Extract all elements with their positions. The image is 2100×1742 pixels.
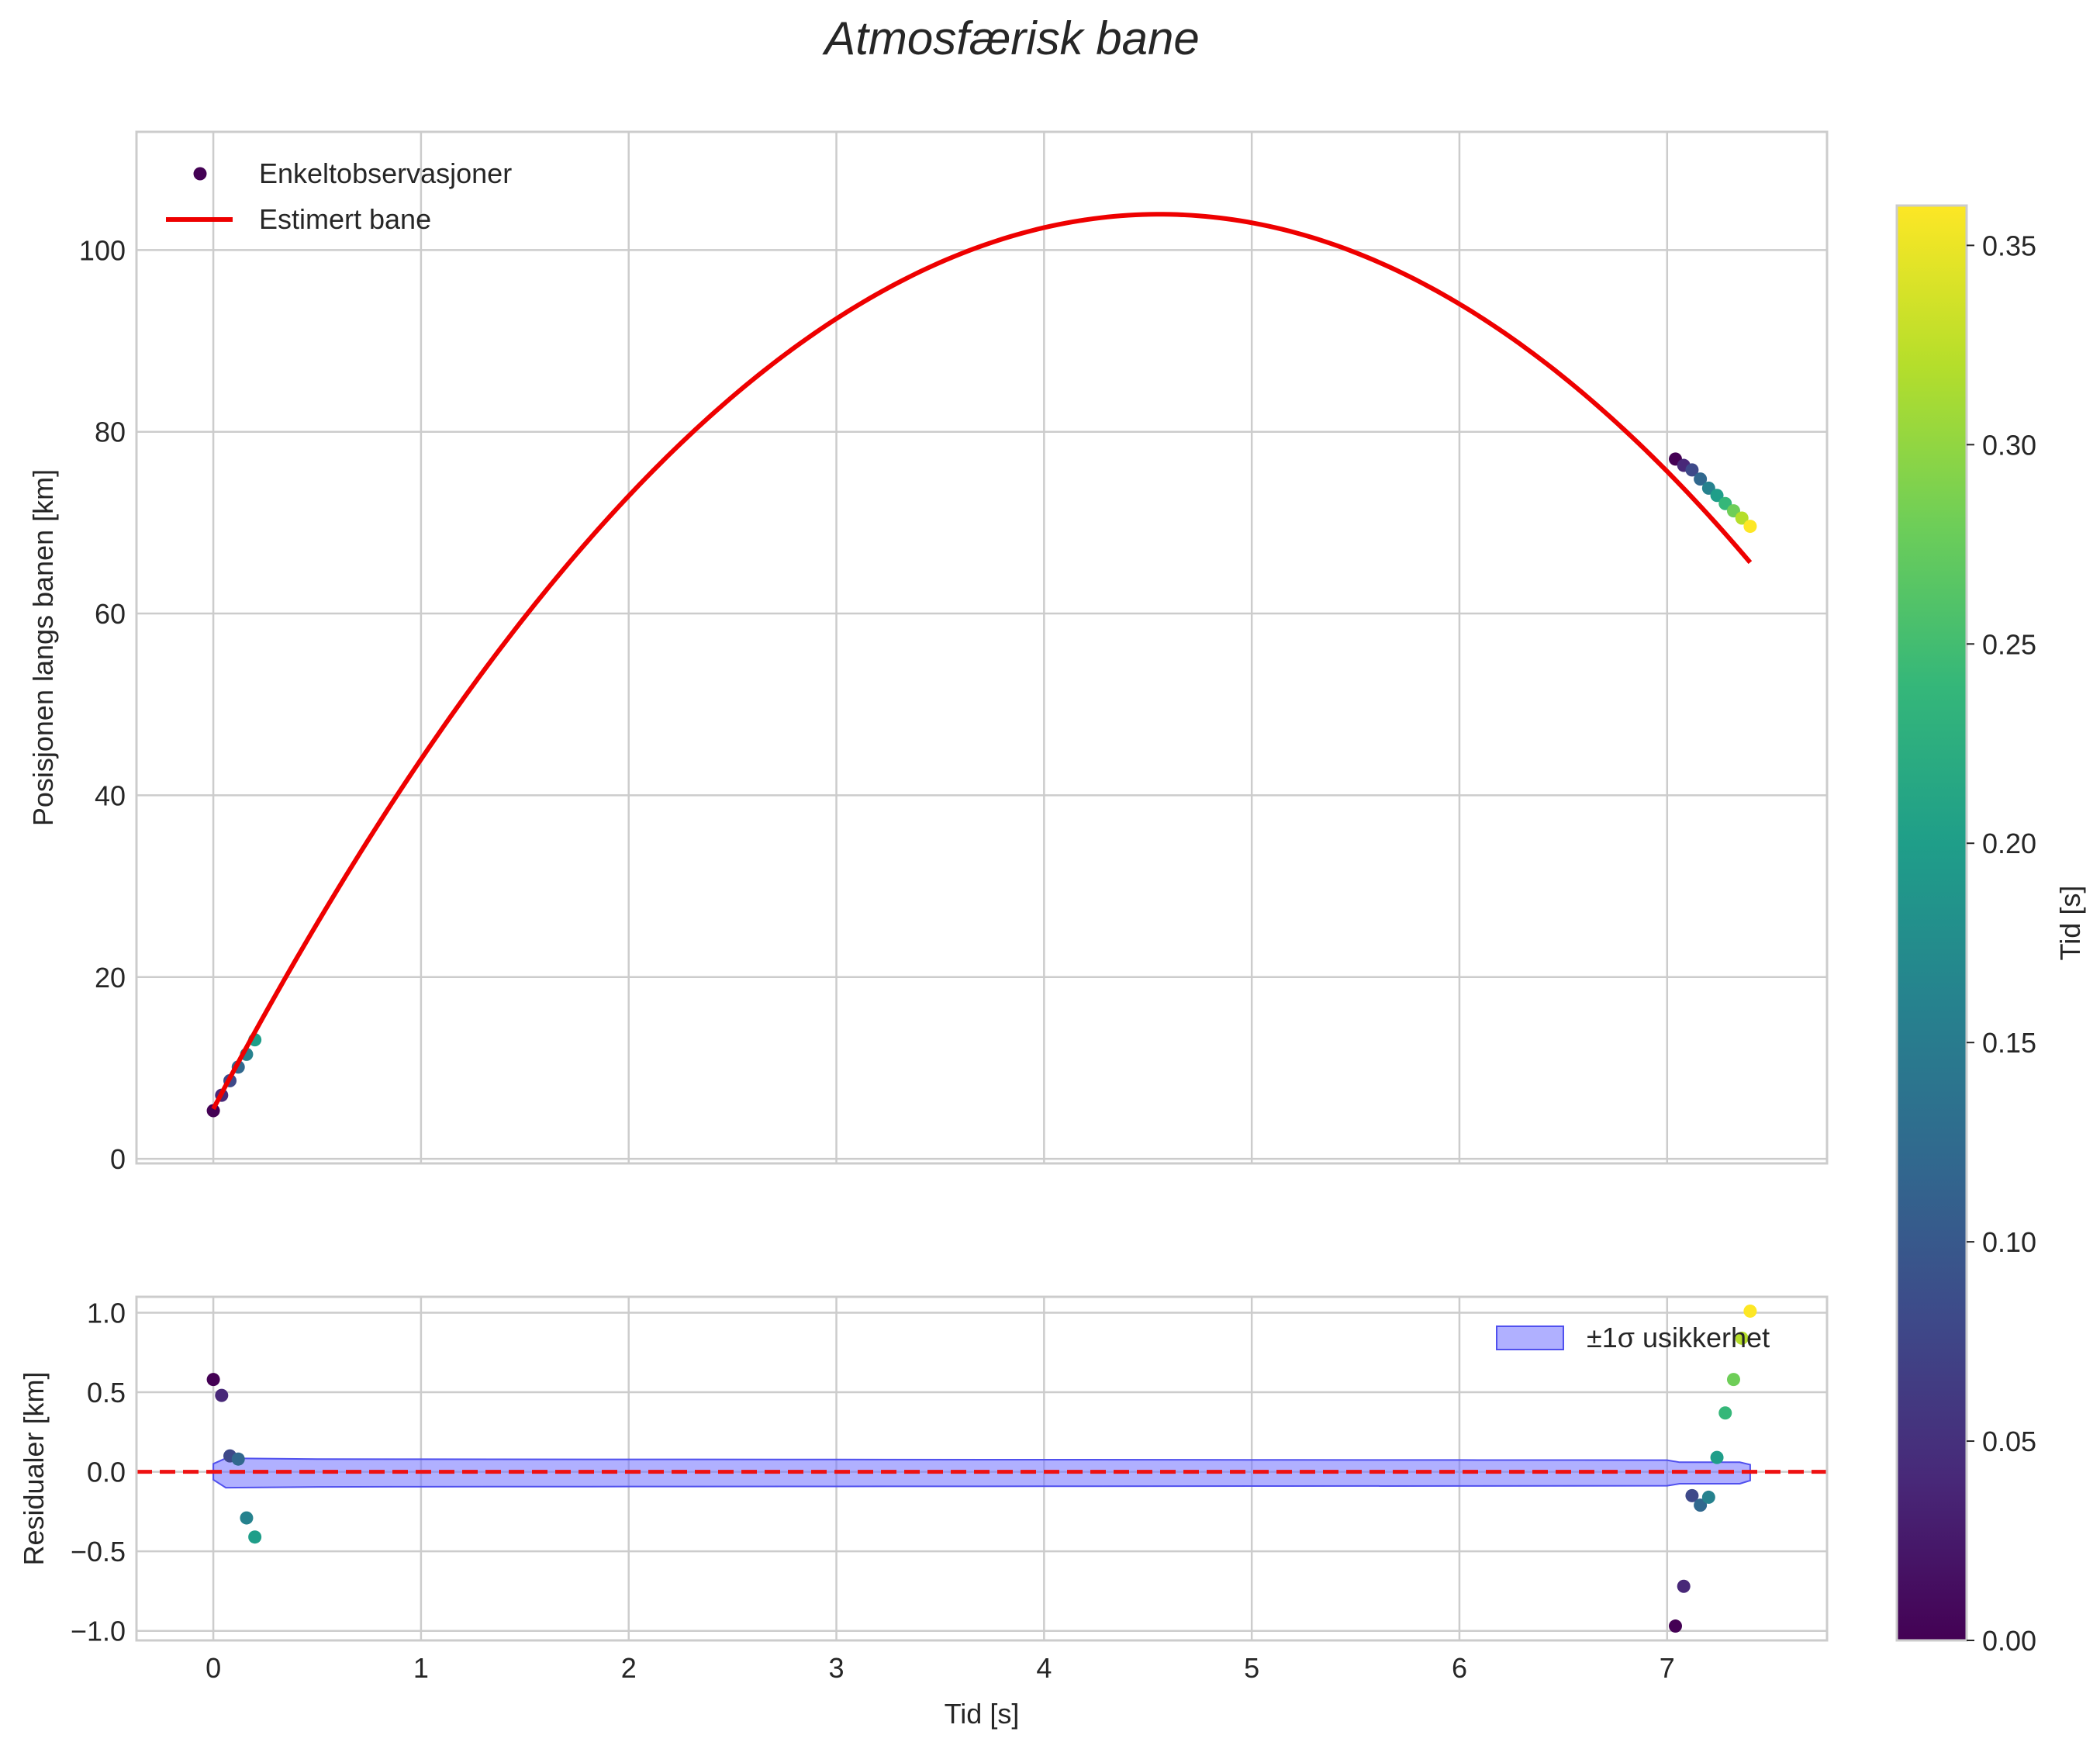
residual-point	[240, 1511, 254, 1525]
top-y-tick-label: 20	[95, 962, 126, 994]
residual-point	[248, 1530, 262, 1544]
bottom-y-tick-label: 0.5	[87, 1377, 126, 1408]
colorbar-label: Tid [s]	[2054, 886, 2086, 961]
bottom-x-tick-label: 3	[829, 1652, 844, 1684]
colorbar-gradient	[1895, 204, 1968, 1642]
residual-point	[231, 1452, 245, 1466]
colorbar-tick-label: 0.35	[1982, 230, 2036, 261]
colorbar: 0.00 0.05 0.10 0.15 0.20 0.25 0.30 0.35 Tid [s]	[1895, 204, 2086, 1657]
colorbar-tick-label: 0.15	[1982, 1027, 2036, 1059]
bottom-x-tick-label: 4	[1036, 1652, 1052, 1684]
bottom-x-tick-label: 7	[1660, 1652, 1675, 1684]
bottom-y-axis-label: Residualer [km]	[18, 1371, 50, 1565]
residual-point	[1668, 1619, 1682, 1633]
bottom-y-tick-label: 1.0	[87, 1298, 126, 1329]
residual-point	[1694, 1498, 1708, 1512]
legend-label-uncertainty: ±1σ usikkerhet	[1587, 1322, 1770, 1353]
top-y-tick-label: 0	[110, 1143, 126, 1175]
residual-point	[1685, 1488, 1699, 1502]
top-y-axis-label: Posisjonen langs banen [km]	[27, 469, 59, 826]
legend-label-observations: Enkeltobservasjoner	[259, 157, 512, 189]
residual-point	[1701, 1490, 1715, 1504]
bottom-y-tick-label: 0.0	[87, 1457, 126, 1488]
legend-label-estimated: Estimert bane	[259, 203, 431, 235]
residual-point	[215, 1388, 229, 1402]
residual-point	[1743, 1304, 1757, 1318]
observation-point	[1710, 489, 1724, 503]
bottom-x-tick-label: 0	[206, 1652, 221, 1684]
bottom-x-tick-label: 5	[1244, 1652, 1259, 1684]
legend-band-marker	[1496, 1326, 1564, 1350]
colorbar-tick-label: 0.10	[1982, 1226, 2036, 1258]
legend-scatter-marker	[193, 167, 207, 181]
bottom-x-tick-label: 2	[621, 1652, 637, 1684]
bottom-panel: −1.0 −0.5 0.0 0.5 1.0 0 1 2 3 4 5 6 7 ±1σ usikkerhet R…	[18, 1295, 1829, 1730]
x-axis-label: Tid [s]	[945, 1698, 1020, 1730]
top-plot-area	[136, 132, 1827, 1163]
colorbar-tick-label: 0.00	[1982, 1625, 2036, 1657]
estimated-trajectory-line	[211, 212, 1753, 1111]
top-y-tick-label: 100	[79, 234, 126, 266]
bottom-legend: ±1σ usikkerhet	[1496, 1322, 1770, 1353]
residual-point	[1735, 1331, 1749, 1345]
colorbar-tick-label: 0.30	[1982, 429, 2036, 461]
bottom-y-tick-label: −1.0	[71, 1616, 126, 1647]
residual-point	[206, 1373, 220, 1387]
top-y-tick-label: 40	[95, 779, 126, 811]
top-frame	[135, 130, 1829, 1165]
chart-title: Atmosfærisk bane	[822, 12, 1200, 64]
residual-points	[206, 1304, 1757, 1633]
top-legend: Enkeltobservasjoner Estimert bane	[166, 157, 512, 235]
top-y-tick-label: 60	[95, 598, 126, 630]
residual-point	[1718, 1406, 1732, 1420]
top-panel: 0 20 40 60 80 100 Posisjonen langs banen [km] E…	[27, 130, 1829, 1175]
colorbar-tick-label: 0.25	[1982, 628, 2036, 660]
bottom-x-tick-label: 6	[1452, 1652, 1467, 1684]
observation-point	[1685, 463, 1699, 477]
top-y-tick-label: 80	[95, 416, 126, 448]
observation-point	[1743, 520, 1757, 534]
colorbar-tick-label: 0.20	[1982, 828, 2036, 859]
residual-point	[1726, 1373, 1740, 1387]
residual-point	[1677, 1579, 1691, 1593]
bottom-frame	[135, 1295, 1829, 1642]
bottom-y-tick-label: −0.5	[71, 1536, 126, 1567]
bottom-x-tick-label: 1	[413, 1652, 429, 1684]
residual-point	[1710, 1450, 1724, 1464]
colorbar-tick-label: 0.05	[1982, 1426, 2036, 1457]
observation-point	[1694, 472, 1708, 486]
observation-point	[1735, 511, 1749, 525]
